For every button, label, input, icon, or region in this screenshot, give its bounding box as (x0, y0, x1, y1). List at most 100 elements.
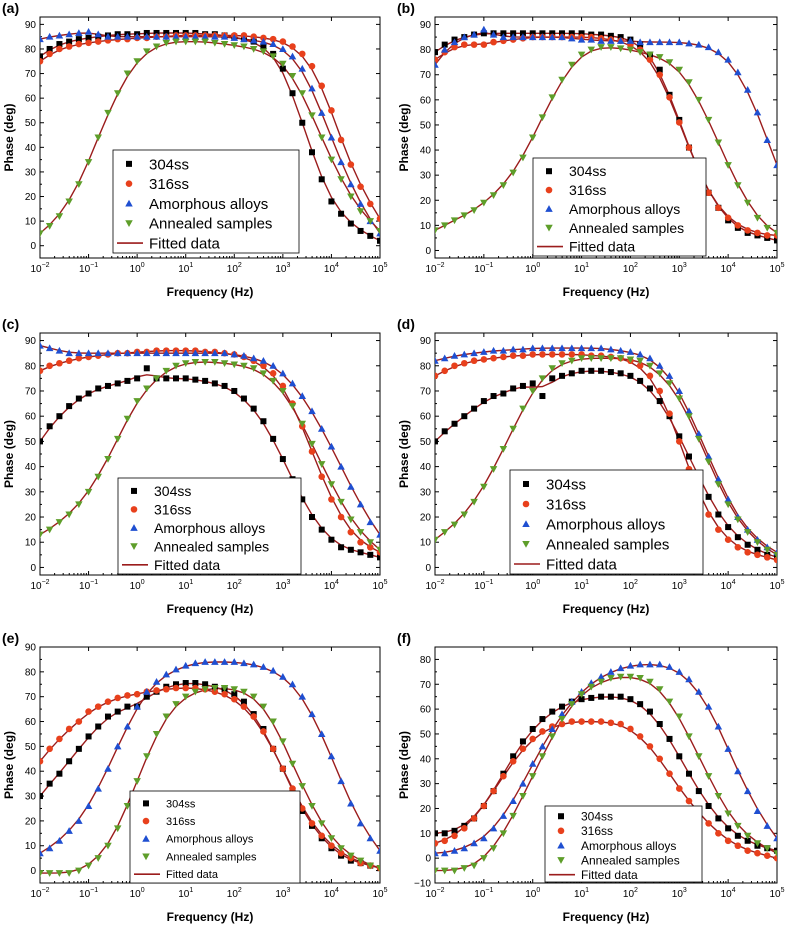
data-point (318, 526, 325, 533)
data-point (539, 30, 546, 37)
data-point (347, 161, 355, 168)
data-point (734, 832, 741, 839)
data-point (597, 673, 605, 680)
data-point (298, 90, 307, 97)
data-point (338, 210, 345, 217)
data-point (366, 539, 375, 546)
data-point (328, 842, 335, 850)
data-point (705, 820, 712, 827)
data-point (440, 529, 449, 536)
x-tick-label: 10−2 (425, 579, 444, 592)
y-tick-label: 50 (420, 120, 432, 131)
data-point (480, 30, 487, 37)
data-point (744, 227, 751, 234)
data-point (299, 496, 306, 503)
y-tick-label: 10 (25, 217, 37, 228)
data-point (40, 57, 44, 65)
data-point (499, 830, 508, 838)
data-point (451, 362, 458, 370)
data-point (357, 227, 364, 234)
data-point (269, 745, 277, 753)
data-point (675, 713, 684, 721)
data-point (509, 169, 517, 177)
x-tick-label: 10−2 (425, 887, 444, 900)
data-point (568, 701, 576, 708)
data-point (317, 109, 326, 116)
data-point (704, 702, 713, 710)
data-point (440, 867, 449, 875)
y-tick-label: 80 (25, 361, 37, 372)
data-point (55, 870, 64, 877)
data-point (715, 830, 722, 837)
data-point (231, 691, 238, 698)
data-point (191, 688, 200, 696)
y-tick-label: 10 (25, 538, 37, 549)
data-point (366, 200, 374, 208)
data-point (675, 119, 683, 126)
data-point (56, 45, 63, 53)
panel-label: (f) (397, 630, 411, 646)
legend-marker (545, 186, 553, 194)
data-point (519, 33, 527, 41)
data-point (490, 787, 497, 795)
data-point (704, 43, 713, 51)
legend-entry: 316ss (166, 816, 196, 828)
data-point (539, 351, 546, 358)
data-point (318, 473, 326, 480)
data-point (299, 119, 306, 126)
data-point (308, 440, 316, 448)
data-point (104, 842, 112, 850)
y-tick-label: 40 (25, 143, 37, 154)
data-point (607, 668, 615, 675)
data-point (317, 730, 326, 737)
data-point (162, 713, 171, 721)
data-point (646, 362, 654, 370)
legend: 304ss 316ss Amorphous alloys Annealed sampl… (117, 477, 302, 575)
y-tick-label: 50 (25, 742, 37, 753)
data-point (328, 536, 335, 543)
fitted-line (435, 357, 777, 556)
data-point (259, 356, 268, 364)
data-point (577, 51, 586, 59)
data-point (588, 694, 595, 701)
data-point (734, 516, 742, 524)
data-point (435, 60, 439, 68)
data-point (558, 720, 566, 728)
y-tick-label: 30 (420, 779, 432, 790)
data-point (338, 544, 345, 551)
y-tick-label: 0 (425, 854, 431, 865)
data-point (568, 34, 576, 42)
data-point (510, 30, 517, 37)
data-point (240, 703, 248, 710)
data-point (201, 658, 209, 665)
x-tick-label: 101 (574, 579, 589, 592)
data-point (499, 346, 508, 354)
data-point (104, 764, 112, 772)
data-point (114, 708, 121, 715)
data-point (435, 356, 439, 364)
data-point (461, 41, 468, 48)
data-point (461, 359, 468, 367)
data-point (597, 344, 605, 352)
data-point (441, 428, 448, 435)
data-point (441, 837, 449, 845)
data-point (84, 349, 93, 357)
data-point (152, 32, 161, 40)
data-point (597, 44, 605, 51)
y-tick-label: 10 (420, 829, 432, 840)
data-point (616, 346, 625, 354)
data-point (744, 541, 751, 548)
data-point (559, 703, 566, 710)
x-tick-label: 101 (574, 887, 589, 900)
data-point (152, 349, 161, 357)
legend-entry: 316ss (581, 824, 613, 838)
legend-entry: Annealed samples (569, 220, 684, 236)
legend-entry: Annealed samples (581, 853, 680, 867)
y-tick-label: 40 (25, 767, 37, 778)
data-point (85, 733, 92, 740)
data-point (676, 753, 683, 760)
x-tick-label: 10−1 (79, 262, 98, 275)
data-point (549, 30, 556, 37)
plot-area (40, 341, 380, 561)
data-point (666, 94, 673, 101)
